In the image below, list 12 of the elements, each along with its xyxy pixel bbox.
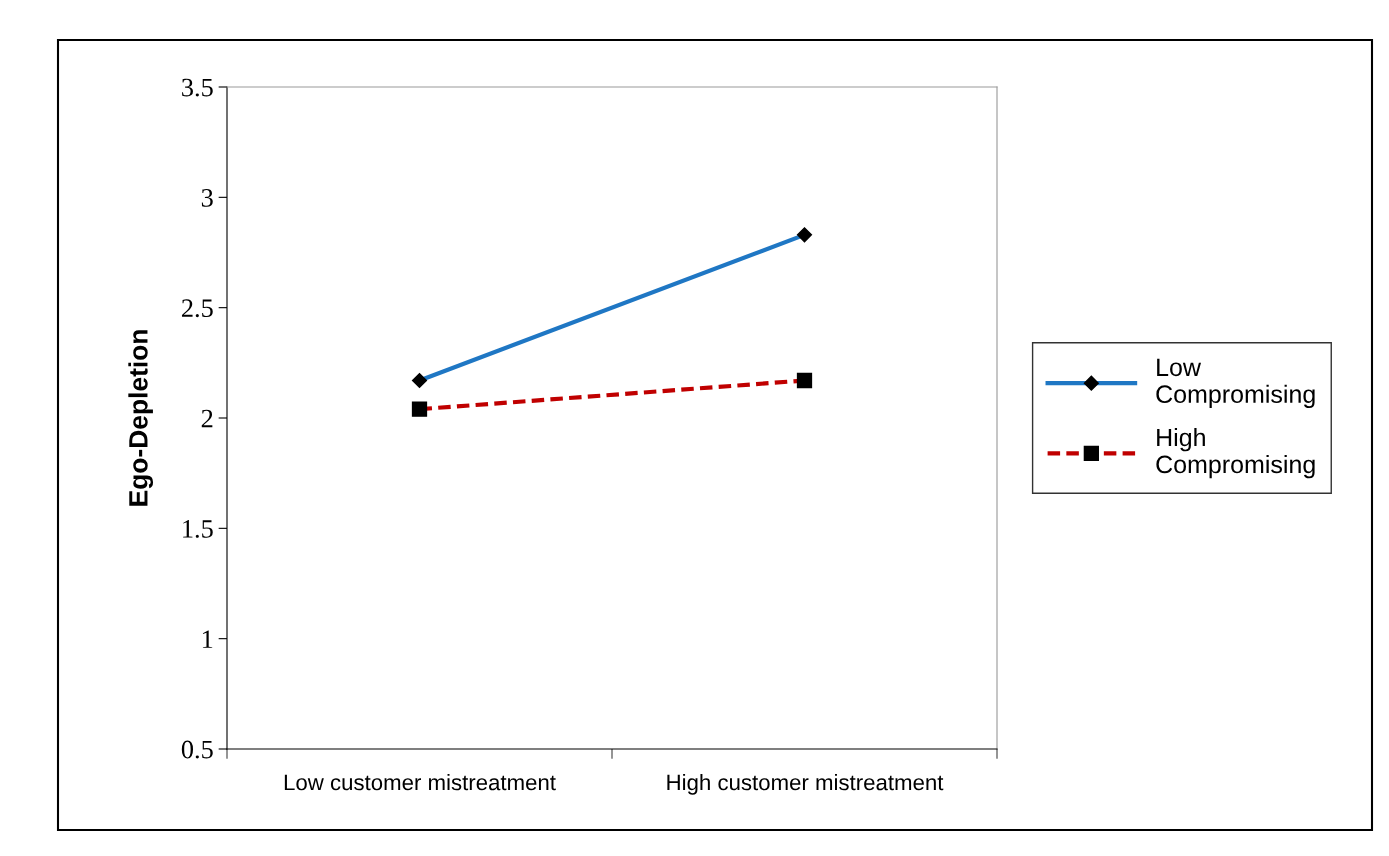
legend-label: High Compromising (1156, 428, 1315, 479)
y-tick-label: 3 (201, 189, 213, 207)
legend-label: Low Compromising (1156, 358, 1315, 408)
y-tick-label: 2.5 (181, 299, 213, 318)
x-tick-label: Low customer mistreatment (284, 774, 556, 791)
y-axis-title: Ego-Depletion (128, 330, 154, 506)
x-tick-label: High customer mistreatment (667, 774, 944, 795)
y-tick-label: 3.5 (182, 78, 213, 97)
y-tick-label: 2 (201, 409, 213, 428)
y-tick-label: 1.5 (183, 520, 213, 538)
y-tick-label: 1 (202, 630, 213, 648)
y-tick-label: 0.5 (181, 740, 213, 759)
